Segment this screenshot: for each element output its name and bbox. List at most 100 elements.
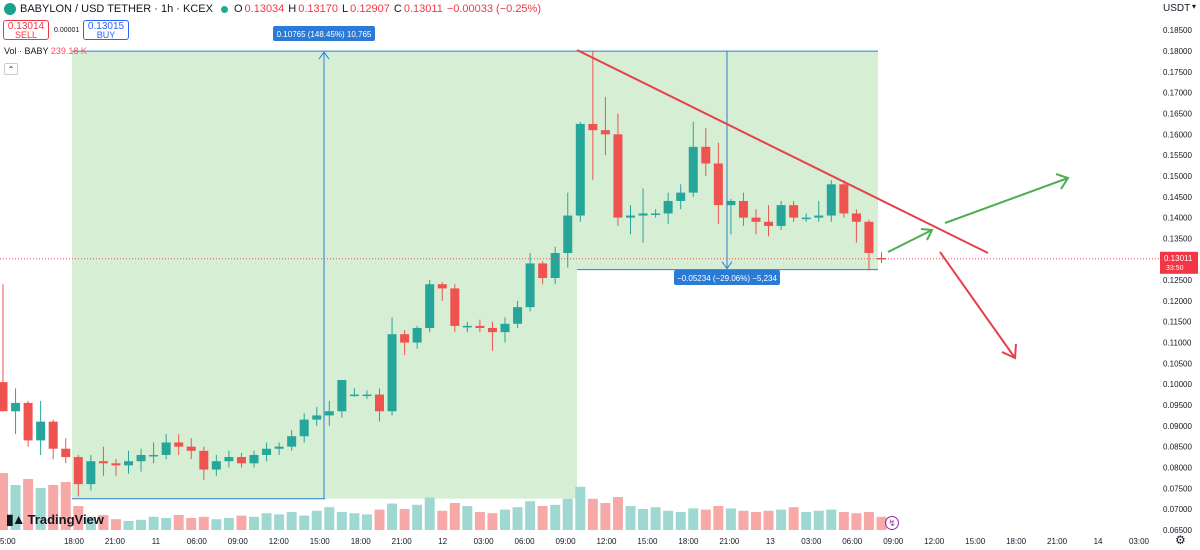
time-tick-label: 14 xyxy=(1094,537,1103,546)
sell-label: SELL xyxy=(14,30,38,40)
projection-up-line-1 xyxy=(887,229,933,253)
volume-bar xyxy=(387,503,398,530)
volume-bar xyxy=(412,504,423,530)
candle-body xyxy=(11,402,21,412)
time-tick-label: 15:00 xyxy=(310,537,331,546)
volume-bar xyxy=(261,513,272,530)
chevron-down-icon[interactable]: ▾ xyxy=(1192,2,1197,11)
projection-down-head xyxy=(1001,343,1017,360)
measure-arrow-down-head xyxy=(721,261,733,270)
volume-bar xyxy=(650,507,661,530)
price-tick-label: 0.08500 xyxy=(1163,443,1192,452)
candle-body xyxy=(651,213,661,215)
time-tick-label: 09:00 xyxy=(883,537,904,546)
candle-body xyxy=(287,436,297,447)
spread-value: 0.00001 xyxy=(54,27,80,34)
candle-body xyxy=(274,446,284,449)
time-tick-label: 06:00 xyxy=(187,537,208,546)
volume-bar xyxy=(336,512,347,530)
candle-body xyxy=(136,454,146,462)
buy-button[interactable]: 0.13015 BUY xyxy=(83,20,129,40)
volume-bar xyxy=(700,509,711,530)
volume-bars xyxy=(0,473,887,530)
volume-legend[interactable]: Vol · BABY 239.18 K xyxy=(4,46,87,56)
candle-body xyxy=(688,146,698,193)
candle-body xyxy=(312,415,322,420)
price-tick-label: 0.18000 xyxy=(1163,47,1192,56)
candle-body xyxy=(86,461,96,485)
brand-name: TradingView xyxy=(27,512,104,527)
market-status-dot-icon xyxy=(220,5,228,13)
candle-body xyxy=(751,217,761,222)
price-tick-label: 0.07500 xyxy=(1163,484,1192,493)
symbol-header: BABYLON / USD TETHER · 1h · KCEX O 0.130… xyxy=(0,0,545,18)
time-tick-label: 21:00 xyxy=(719,537,740,546)
candle-body xyxy=(676,192,686,201)
measure-label-up: 0.10765 (148.45%) 10,765 xyxy=(277,30,372,39)
volume-bar xyxy=(211,519,222,530)
time-tick-label: 12 xyxy=(438,537,447,546)
price-tick-label: 0.12500 xyxy=(1163,276,1192,285)
candle-body xyxy=(0,382,8,412)
measure-label-down: −0.05234 (−29.06%) −5,234 xyxy=(677,274,777,283)
candle-body xyxy=(851,213,861,222)
candle-body xyxy=(776,205,786,226)
candle-body xyxy=(23,402,33,441)
volume-bar xyxy=(223,518,234,530)
volume-bar xyxy=(612,497,623,530)
volume-bar xyxy=(625,506,636,530)
price-axis: 0.06500 0.07000 0.07500 0.08000 0.08500 0.090… xyxy=(1160,26,1198,535)
candle-body xyxy=(738,200,748,218)
candle-body xyxy=(199,450,209,470)
volume-bar xyxy=(311,510,322,530)
price-tick-label: 0.18500 xyxy=(1163,26,1192,35)
candle-body xyxy=(224,457,234,462)
candle-body xyxy=(475,325,485,328)
measure-arrow-up-head xyxy=(318,51,330,60)
candle-body xyxy=(877,258,886,260)
time-tick-label: 03:00 xyxy=(801,537,822,546)
volume-bar xyxy=(575,486,586,530)
volume-bar xyxy=(161,518,172,530)
symbol-title[interactable]: BABYLON / USD TETHER · 1h · KCEX xyxy=(20,3,213,15)
volume-bar xyxy=(537,506,548,530)
price-tick-label: 0.09500 xyxy=(1163,401,1192,410)
bar-countdown: 33:50 xyxy=(1166,265,1184,272)
volume-bar xyxy=(23,479,34,530)
open-label: O xyxy=(233,3,243,15)
candle-body xyxy=(236,457,246,464)
open-value: 0.13034 xyxy=(244,3,285,15)
volume-bar xyxy=(550,504,561,530)
candle-body xyxy=(550,253,560,278)
candle-body xyxy=(98,461,108,464)
time-tick-label: 21:00 xyxy=(105,537,126,546)
volume-bar xyxy=(751,512,761,530)
currency-selector[interactable]: USDT xyxy=(1163,3,1191,14)
collapse-legend-button[interactable]: ⌃ xyxy=(4,63,18,75)
volume-bar xyxy=(424,497,435,530)
candle-body xyxy=(124,461,133,466)
candle-body xyxy=(487,327,497,333)
price-tick-label: 0.17500 xyxy=(1163,68,1192,77)
volume-bar xyxy=(437,510,448,530)
volume-bar xyxy=(813,510,824,530)
gear-icon[interactable]: ⚙ xyxy=(1175,533,1186,547)
price-tick-label: 0.15500 xyxy=(1163,151,1192,160)
measure-label-up-bg xyxy=(273,26,375,41)
projection-up-line-2 xyxy=(944,177,1069,224)
time-tick-label: 21:00 xyxy=(392,537,413,546)
tradingview-mark-icon: ▮▲ xyxy=(6,511,26,527)
volume-bar xyxy=(73,506,84,530)
price-tick-label: 0.16500 xyxy=(1163,110,1192,119)
candle-body xyxy=(211,461,221,470)
candle-body xyxy=(513,307,523,324)
time-tick-label: 5:00 xyxy=(0,537,16,546)
sell-button[interactable]: 0.13014 SELL xyxy=(3,20,49,40)
lightning-icon[interactable]: ↯ xyxy=(885,516,899,530)
candle-body xyxy=(324,411,334,416)
chart-drawings: 0.10765 (148.45%) 10,765 −0.05234 (−29.06… xyxy=(0,26,1160,500)
candle-body xyxy=(349,394,359,397)
volume-bar xyxy=(638,509,649,530)
time-tick-label: 15:00 xyxy=(965,537,986,546)
